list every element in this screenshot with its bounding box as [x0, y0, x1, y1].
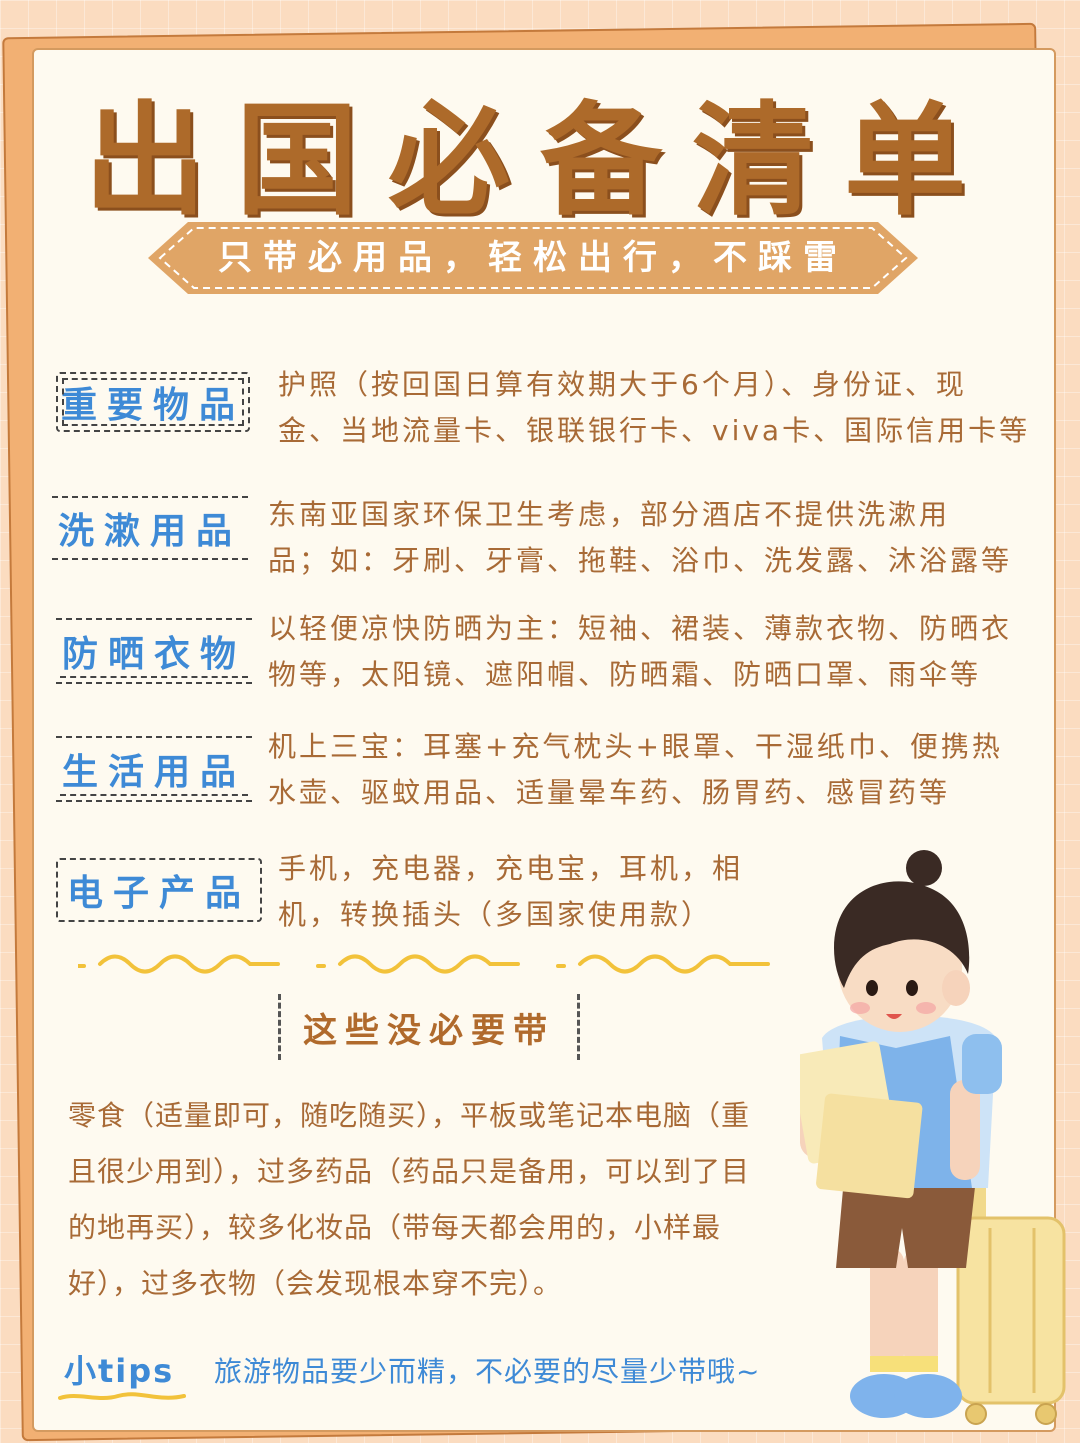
section-electronics-line2: 机，转换插头（多国家使用款） [278, 898, 713, 931]
section-toiletries-line2: 品；如：牙刷、牙膏、拖鞋、浴巾、洗发露、沐浴露等 [268, 544, 1013, 577]
section-important-line2: 金、当地流量卡、银联银行卡、viva卡、国际信用卡等 [278, 414, 1031, 447]
section-electronics-text: 手机，充电器，充电宝，耳机，相 机，转换插头（多国家使用款） [278, 846, 743, 938]
label-toiletries: 洗漱用品 [52, 496, 248, 560]
tips-label: 小tips [64, 1352, 175, 1390]
subtitle-text: 只带必用品，轻松出行，不踩雷 [218, 238, 848, 278]
page-title: 出国必备清单 [84, 90, 996, 232]
section-toiletries-text: 东南亚国家环保卫生考虑，部分酒店不提供洗漱用 品；如：牙刷、牙膏、拖鞋、浴巾、洗… [268, 492, 1012, 584]
label-electronics-text: 电子产品 [66, 873, 251, 914]
label-electronics: 电子产品 [56, 858, 262, 922]
subtitle-banner: 只带必用品，轻松出行，不踩雷 [148, 222, 918, 294]
section-toiletries-line1: 东南亚国家环保卫生考虑，部分酒店不提供洗漱用 [268, 498, 951, 531]
label-daily-items: 生活用品 [56, 736, 252, 802]
boy-with-luggage-illustration [800, 850, 1066, 1425]
not-needed-line3: 的地再买），较多化妆品（带每天都会用的，小样最 [68, 1211, 722, 1244]
not-needed-line1: 零食（适量即可，随吃随买），平板或笔记本电脑（重 [68, 1099, 751, 1132]
label-sun-clothing-text: 防晒衣物 [61, 634, 246, 675]
not-needed-line2: 且很少用到），过多药品（药品只是备用，可以到了目 [68, 1155, 751, 1188]
section-sun-clothing-line1: 以轻便凉快防晒为主：短袖、裙装、薄款衣物、防晒衣 [268, 612, 1013, 645]
label-not-needed-text: 这些没必要带 [303, 1010, 555, 1051]
section-daily-items-text: 机上三宝：耳塞+充气枕头+眼罩、干湿纸巾、便携热 水壶、驱蚊用品、适量晕车药、肠… [268, 724, 1003, 816]
not-needed-line4: 好），过多衣物（会发现根本穿不完）。 [68, 1267, 563, 1300]
section-important-text: 护照（按回国日算有效期大于6个月）、身份证、现 金、当地流量卡、银联银行卡、vi… [278, 362, 1030, 454]
label-important-items: 重要物品 [56, 372, 250, 432]
section-daily-items-line2: 水壶、驱蚊用品、适量晕车药、肠胃药、感冒药等 [268, 776, 951, 809]
label-not-needed: 这些没必要带 [278, 994, 580, 1060]
not-needed-text: 零食（适量即可，随吃随买），平板或笔记本电脑（重 且很少用到），过多药品（药品只… [68, 1088, 808, 1312]
papers-icon [800, 1041, 923, 1199]
tips-underline [58, 1392, 186, 1400]
tips-text: 旅游物品要少而精，不必要的尽量少带哦~ [214, 1355, 761, 1388]
section-electronics-line1: 手机，充电器，充电宝，耳机，相 [278, 852, 744, 885]
label-sun-clothing: 防晒衣物 [56, 618, 252, 684]
section-daily-items-line1: 机上三宝：耳塞+充气枕头+眼罩、干湿纸巾、便携热 [268, 730, 1003, 763]
label-toiletries-text: 洗漱用品 [57, 511, 242, 552]
section-sun-clothing-text: 以轻便凉快防晒为主：短袖、裙装、薄款衣物、防晒衣 物等，太阳镜、遮阳帽、防晒霜、… [268, 606, 1012, 698]
section-sun-clothing-line2: 物等，太阳镜、遮阳帽、防晒霜、防晒口罩、雨伞等 [268, 658, 982, 691]
label-important-items-text: 重要物品 [60, 385, 245, 426]
label-daily-items-text: 生活用品 [61, 752, 246, 793]
section-important-line1: 护照（按回国日算有效期大于6个月）、身份证、现 [278, 368, 967, 401]
wavy-divider [78, 954, 770, 974]
